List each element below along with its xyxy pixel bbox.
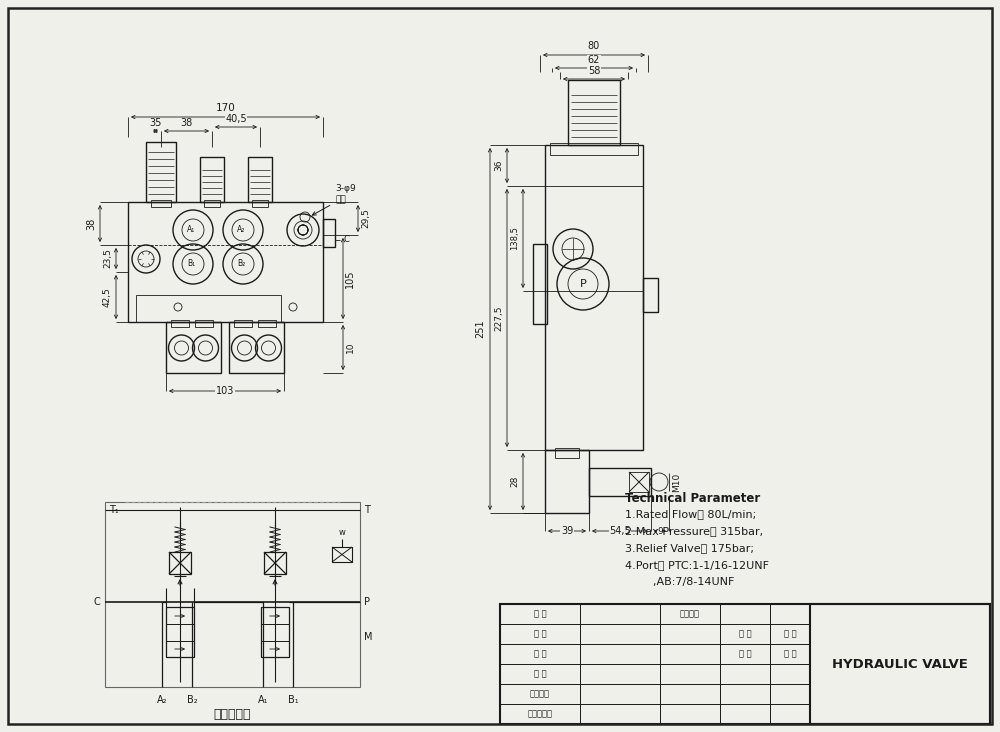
Text: w: w <box>339 528 345 537</box>
Text: 38: 38 <box>180 118 193 128</box>
Text: 数 量: 数 量 <box>739 630 751 638</box>
Text: 4.Port： PTC:1-1/16-12UNF: 4.Port： PTC:1-1/16-12UNF <box>625 560 769 570</box>
Bar <box>545 145 643 450</box>
Text: 227,5: 227,5 <box>494 305 503 331</box>
Text: 38: 38 <box>86 217 96 230</box>
Text: ,AB:7/8-14UNF: ,AB:7/8-14UNF <box>625 577 734 587</box>
Bar <box>128 202 323 322</box>
Text: 170: 170 <box>216 103 235 113</box>
Text: 描 图: 描 图 <box>534 649 546 659</box>
Text: 9: 9 <box>657 527 663 536</box>
Text: 3.Relief Valve： 175bar;: 3.Relief Valve： 175bar; <box>625 543 754 553</box>
Bar <box>533 244 547 324</box>
Text: B₂: B₂ <box>187 695 197 705</box>
Bar <box>169 552 191 574</box>
Bar <box>171 320 189 327</box>
Bar <box>252 200 268 207</box>
Bar <box>323 219 335 247</box>
Text: A₁: A₁ <box>258 695 268 705</box>
Bar <box>166 607 194 657</box>
Bar <box>229 322 284 373</box>
Text: 40,5: 40,5 <box>225 114 247 124</box>
Text: 29,5: 29,5 <box>361 209 370 228</box>
Bar <box>258 320 276 327</box>
Text: 共 集: 共 集 <box>739 649 751 659</box>
Text: P: P <box>580 279 586 289</box>
Text: 设 计: 设 计 <box>534 610 546 619</box>
Text: HYDRAULIC VALVE: HYDRAULIC VALVE <box>832 657 968 671</box>
Bar <box>264 552 286 574</box>
Bar <box>555 448 579 458</box>
Bar <box>136 295 281 322</box>
Text: 28: 28 <box>510 476 519 488</box>
Text: 液压原理图: 液压原理图 <box>213 709 251 722</box>
Bar <box>810 604 990 724</box>
Text: M: M <box>364 632 372 642</box>
Text: 62: 62 <box>588 55 600 65</box>
Text: 251: 251 <box>475 320 485 338</box>
Text: 39: 39 <box>561 526 573 536</box>
Text: 3-φ9: 3-φ9 <box>335 184 356 193</box>
Text: B₁: B₁ <box>288 695 298 705</box>
Text: 10: 10 <box>346 342 355 354</box>
Text: Technical Parameter: Technical Parameter <box>625 492 760 505</box>
Text: 58: 58 <box>588 66 600 76</box>
Text: 校 对: 校 对 <box>534 670 546 679</box>
Text: 2.Max Pressure： 315bar,: 2.Max Pressure： 315bar, <box>625 526 763 536</box>
Text: 通孔: 通孔 <box>312 195 346 215</box>
Text: 比 例: 比 例 <box>784 630 796 638</box>
Bar <box>550 143 638 155</box>
Text: 103: 103 <box>216 386 234 396</box>
Text: 35: 35 <box>149 118 162 128</box>
Text: A₂: A₂ <box>157 695 167 705</box>
Bar <box>500 604 990 724</box>
Bar <box>545 450 589 513</box>
Text: P: P <box>364 597 370 607</box>
Text: M10: M10 <box>672 472 682 492</box>
Text: B₂: B₂ <box>237 260 245 269</box>
Bar <box>248 157 272 202</box>
Text: 54,5: 54,5 <box>609 526 631 536</box>
Text: 80: 80 <box>588 41 600 51</box>
Text: A₂: A₂ <box>237 225 245 234</box>
Bar <box>204 200 220 207</box>
Bar <box>151 200 171 207</box>
Text: 138,5: 138,5 <box>510 227 519 250</box>
Text: 36: 36 <box>494 160 503 171</box>
Text: 标准化代号: 标准化代号 <box>528 709 552 719</box>
Bar <box>568 80 620 145</box>
Text: 第 层: 第 层 <box>784 649 796 659</box>
Text: B₁: B₁ <box>187 260 195 269</box>
Bar <box>332 547 352 562</box>
Text: A₁: A₁ <box>187 225 195 234</box>
Text: 图样标记: 图样标记 <box>680 610 700 619</box>
Bar <box>166 322 221 373</box>
Text: 工艺标准: 工艺标准 <box>530 690 550 698</box>
Text: C: C <box>93 597 100 607</box>
Bar <box>629 472 649 492</box>
Text: T₁: T₁ <box>109 505 119 515</box>
Bar <box>643 278 658 312</box>
Text: C: C <box>343 236 349 244</box>
Bar <box>261 607 289 657</box>
Text: 42,5: 42,5 <box>103 287 112 307</box>
Text: 1.Rated Flow： 80L/min;: 1.Rated Flow： 80L/min; <box>625 509 756 519</box>
Text: T: T <box>364 505 370 515</box>
Text: 105: 105 <box>345 269 355 288</box>
Bar <box>195 320 213 327</box>
Bar <box>146 142 176 202</box>
Text: 23,5: 23,5 <box>103 249 112 269</box>
Bar <box>200 157 224 202</box>
Bar <box>589 468 651 496</box>
Bar <box>105 502 360 687</box>
Bar <box>234 320 252 327</box>
Text: 制 图: 制 图 <box>534 630 546 638</box>
